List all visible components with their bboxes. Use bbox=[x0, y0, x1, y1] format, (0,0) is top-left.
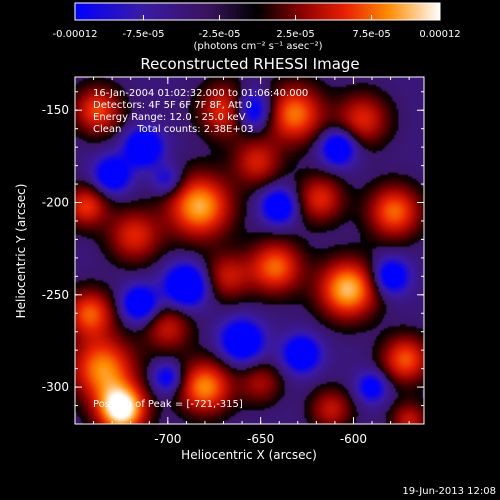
plot-area: -700 -650 -600 -150 -200 -250 -300 bbox=[42, 76, 425, 446]
x-tick-label: -650 bbox=[247, 432, 274, 446]
colorbar: -0.00012 -7.5e-05 -2.5e-05 2.5e-05 7.5e-05 0.… bbox=[53, 2, 461, 52]
chart-title: Reconstructed RHESSI Image bbox=[140, 55, 359, 73]
colorbar-tick-label: 2.5e-05 bbox=[276, 29, 314, 40]
annotation-detectors: Detectors: 4F 5F 6F 7F 8F, Att 0 bbox=[93, 100, 252, 111]
annotation-clean-counts: Clean Total counts: 2.38E+03 bbox=[93, 124, 253, 135]
colorbar-units-label: (photons cm⁻² s⁻¹ asec⁻²) bbox=[193, 41, 322, 52]
colorbar-tick-label: -7.5e-05 bbox=[122, 29, 164, 40]
y-axis-title: Heliocentric Y (arcsec) bbox=[14, 184, 28, 319]
y-tick-label: -150 bbox=[42, 103, 69, 117]
annotation-time-range: 16-Jan-2004 01:02:32.000 to 01:06:40.000 bbox=[93, 88, 308, 99]
colorbar-tick-label: 0.00012 bbox=[419, 29, 460, 40]
y-tick-label: -300 bbox=[42, 380, 69, 394]
peak-position-label: Position of Peak = [-721,-315] bbox=[93, 399, 243, 410]
colorbar-tick-label: -2.5e-05 bbox=[198, 29, 240, 40]
colorbar-fill bbox=[75, 3, 440, 20]
plot-frame bbox=[74, 76, 425, 425]
observation-annotations: 16-Jan-2004 01:02:32.000 to 01:06:40.000… bbox=[93, 88, 308, 135]
colorbar-ticks bbox=[74, 15, 441, 20]
heatmap-image bbox=[75, 77, 424, 424]
colorbar-tick-label: -0.00012 bbox=[53, 29, 98, 40]
colorbar-frame bbox=[74, 2, 441, 21]
colorbar-tick-labels: -0.00012 -7.5e-05 -2.5e-05 2.5e-05 7.5e-05 0.… bbox=[53, 29, 461, 40]
annotation-energy-range: Energy Range: 12.0 - 25.0 keV bbox=[93, 112, 246, 123]
y-tick-labels: -150 -200 -250 -300 bbox=[42, 103, 69, 394]
generated-timestamp: 19-Jun-2013 12:08 bbox=[402, 486, 496, 497]
colorbar-tick-label: 7.5e-05 bbox=[352, 29, 390, 40]
x-tick-labels: -700 -650 -600 bbox=[154, 432, 367, 446]
y-tick-label: -250 bbox=[42, 288, 69, 302]
x-axis-title: Heliocentric X (arcsec) bbox=[181, 448, 317, 462]
x-tick-label: -700 bbox=[154, 432, 181, 446]
y-tick-label: -200 bbox=[42, 196, 69, 210]
axis-ticks bbox=[75, 77, 424, 424]
x-tick-label: -600 bbox=[340, 432, 367, 446]
